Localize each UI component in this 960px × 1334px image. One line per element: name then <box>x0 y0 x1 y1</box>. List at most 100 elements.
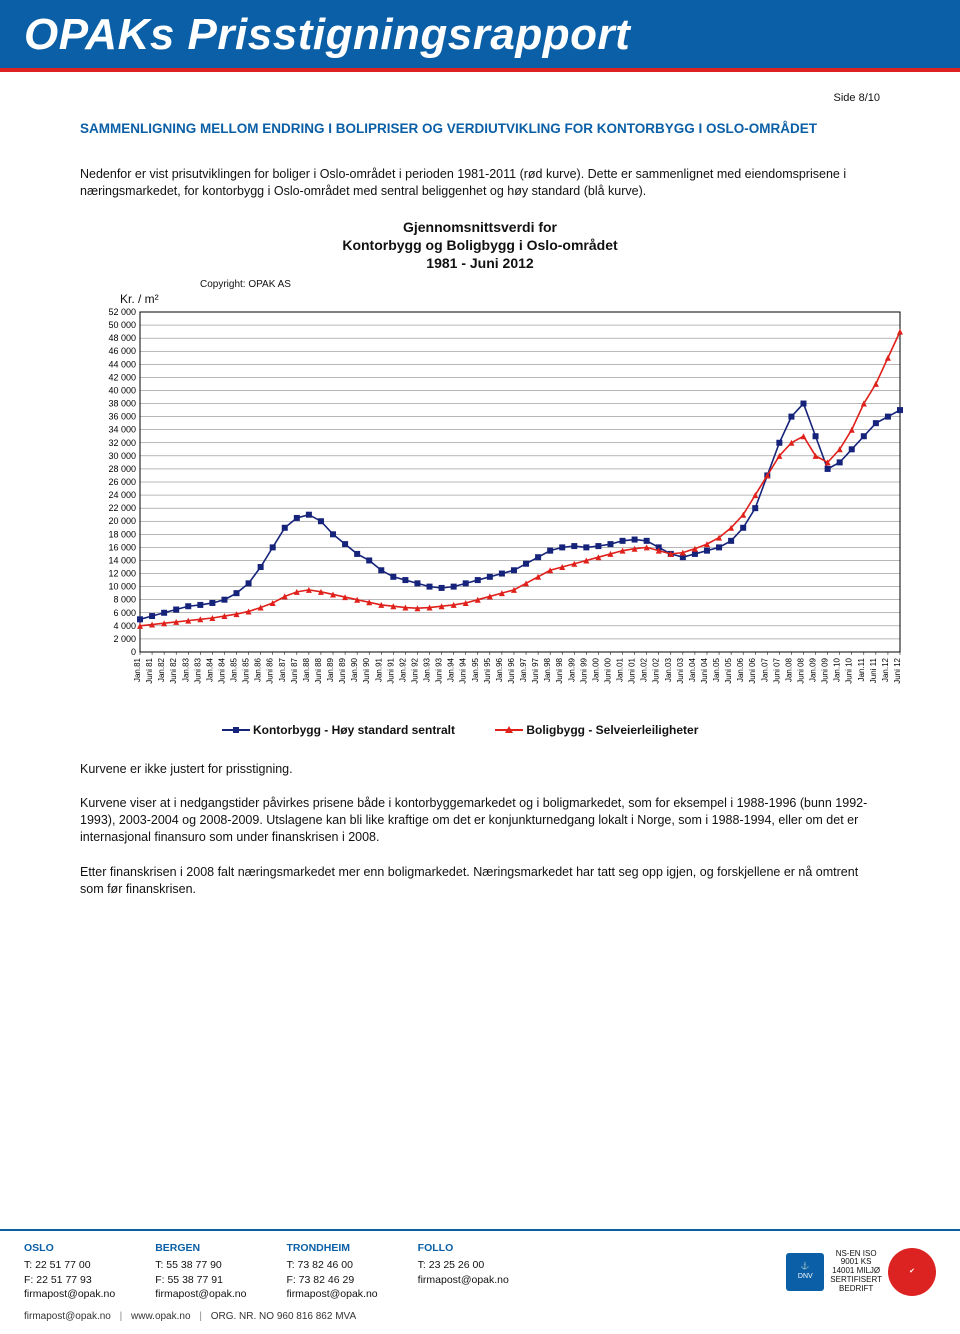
svg-text:Jan.95: Jan.95 <box>471 657 480 682</box>
svg-text:40 000: 40 000 <box>108 385 136 395</box>
svg-text:Jan.06: Jan.06 <box>736 657 745 682</box>
office-email: firmapost@opak.no <box>286 1287 377 1302</box>
svg-text:46 000: 46 000 <box>108 346 136 356</box>
svg-text:8 000: 8 000 <box>113 594 136 604</box>
svg-text:Jan.91: Jan.91 <box>374 657 383 682</box>
svg-text:Jan.09: Jan.09 <box>809 657 818 682</box>
office-tel: T: 55 38 77 90 <box>155 1258 246 1273</box>
svg-text:Juni 93: Juni 93 <box>435 657 444 683</box>
footer-bottom-line: firmapost@opak.no | www.opak.no | ORG. N… <box>24 1310 936 1324</box>
svg-text:Jan.08: Jan.08 <box>784 657 793 682</box>
svg-text:36 000: 36 000 <box>108 411 136 421</box>
svg-text:4 000: 4 000 <box>113 620 136 630</box>
cert-text: NS-EN ISO9001 KS14001 MILJØSERTIFISERTBE… <box>830 1250 882 1294</box>
office-tel: T: 73 82 46 00 <box>286 1258 377 1273</box>
svg-text:Jan.04: Jan.04 <box>688 657 697 682</box>
svg-text:34 000: 34 000 <box>108 424 136 434</box>
footer-certifications: ⚓DNV NS-EN ISO9001 KS14001 MILJØSERTIFIS… <box>786 1241 936 1302</box>
svg-text:12 000: 12 000 <box>108 568 136 578</box>
svg-text:Jan.88: Jan.88 <box>302 657 311 682</box>
chart-title-line-3: 1981 - Juni 2012 <box>426 255 533 271</box>
legend-label: Boligbygg - Selveierleiligheter <box>526 723 698 737</box>
office-city: OSLO <box>24 1241 115 1256</box>
svg-text:Juni 07: Juni 07 <box>772 657 781 683</box>
office-fax: F: 22 51 77 93 <box>24 1273 115 1288</box>
svg-text:Juni 00: Juni 00 <box>603 657 612 683</box>
separator-icon: | <box>120 1311 123 1322</box>
svg-text:22 000: 22 000 <box>108 503 136 513</box>
office-email: firmapost@opak.no <box>418 1273 509 1288</box>
report-banner: OPAKs Prisstigningsrapport <box>0 0 960 72</box>
chart-legend: Kontorbygg - Høy standard sentralt Bolig… <box>80 723 880 737</box>
svg-text:26 000: 26 000 <box>108 477 136 487</box>
paragraph-2: Kurvene er ikke justert for prisstigning… <box>80 761 880 778</box>
svg-text:Jan.97: Jan.97 <box>519 657 528 682</box>
svg-text:Juni 99: Juni 99 <box>579 657 588 683</box>
office-city: BERGEN <box>155 1241 246 1256</box>
svg-text:Juni 11: Juni 11 <box>869 657 878 683</box>
legend-item: Boligbygg - Selveierleiligheter <box>495 723 698 737</box>
page-root: OPAKs Prisstigningsrapport Side 8/10 SAM… <box>0 0 960 1334</box>
svg-text:Jan.00: Jan.00 <box>591 657 600 682</box>
footer-org: ORG. NR. NO 960 816 862 MVA <box>211 1311 356 1322</box>
svg-text:Jan.89: Jan.89 <box>326 657 335 682</box>
svg-text:30 000: 30 000 <box>108 450 136 460</box>
svg-text:2 000: 2 000 <box>113 633 136 643</box>
footer-email: firmapost@opak.no <box>24 1311 111 1322</box>
svg-text:Jan.92: Jan.92 <box>398 657 407 682</box>
svg-text:Jan.99: Jan.99 <box>567 657 576 682</box>
svg-text:42 000: 42 000 <box>108 372 136 382</box>
anchor-dnv-badge: ⚓DNV <box>786 1253 824 1291</box>
svg-text:Juni 08: Juni 08 <box>796 657 805 683</box>
svg-text:24 000: 24 000 <box>108 490 136 500</box>
legend-item: Kontorbygg - Høy standard sentralt <box>222 723 455 737</box>
line-chart: 02 0004 0006 0008 00010 00012 00014 0001… <box>80 306 910 712</box>
paragraph-3: Kurvene viser at i nedgangstider påvirke… <box>80 795 880 846</box>
section-title: SAMMENLIGNING MELLOM ENDRING I BOLIPRISE… <box>80 120 880 138</box>
svg-text:Jan.07: Jan.07 <box>760 657 769 682</box>
svg-text:Juni 01: Juni 01 <box>628 657 637 683</box>
svg-text:Jan.94: Jan.94 <box>447 657 456 682</box>
banner-title: OPAKs Prisstigningsrapport <box>24 10 936 60</box>
paragraph-1: Nedenfor er vist prisutviklingen for bol… <box>80 166 880 200</box>
svg-text:Jan.85: Jan.85 <box>230 657 239 682</box>
svg-text:Juni 09: Juni 09 <box>821 657 830 683</box>
office-city: FOLLO <box>418 1241 509 1256</box>
chart-container: Gjennomsnittsverdi for Kontorbygg og Bol… <box>80 218 880 737</box>
office-city: TRONDHEIM <box>286 1241 377 1256</box>
svg-text:Juni 05: Juni 05 <box>724 657 733 683</box>
footer-web: www.opak.no <box>131 1311 190 1322</box>
page-footer: OSLOT: 22 51 77 00F: 22 51 77 93firmapos… <box>0 1229 960 1334</box>
svg-text:Juni 81: Juni 81 <box>145 657 154 683</box>
footer-office: OSLOT: 22 51 77 00F: 22 51 77 93firmapos… <box>24 1241 115 1302</box>
chart-title-line-2: Kontorbygg og Boligbygg i Oslo-området <box>342 237 617 253</box>
svg-text:Juni 90: Juni 90 <box>362 657 371 683</box>
chart-title: Gjennomsnittsverdi for Kontorbygg og Bol… <box>80 218 880 273</box>
svg-text:Juni 86: Juni 86 <box>266 657 275 683</box>
svg-text:Juni 84: Juni 84 <box>217 657 226 683</box>
svg-text:Juni 06: Juni 06 <box>748 657 757 683</box>
svg-text:0: 0 <box>131 647 136 657</box>
svg-text:Juni 87: Juni 87 <box>290 657 299 683</box>
svg-text:Jan.98: Jan.98 <box>543 657 552 682</box>
svg-text:52 000: 52 000 <box>108 307 136 317</box>
svg-text:Jan.11: Jan.11 <box>857 657 866 681</box>
svg-text:48 000: 48 000 <box>108 333 136 343</box>
svg-text:Juni 83: Juni 83 <box>193 657 202 683</box>
svg-text:38 000: 38 000 <box>108 398 136 408</box>
footer-office: FOLLOT: 23 25 26 00firmapost@opak.no <box>418 1241 509 1302</box>
chart-y-axis-label: Kr. / m² <box>120 292 880 306</box>
svg-text:Juni 97: Juni 97 <box>531 657 540 683</box>
svg-text:Juni 03: Juni 03 <box>676 657 685 683</box>
svg-text:Juni 91: Juni 91 <box>386 657 395 683</box>
svg-text:50 000: 50 000 <box>108 320 136 330</box>
svg-text:18 000: 18 000 <box>108 529 136 539</box>
svg-text:Juni 94: Juni 94 <box>459 657 468 683</box>
svg-text:Juni 88: Juni 88 <box>314 657 323 683</box>
footer-office: BERGENT: 55 38 77 90F: 55 38 77 91firmap… <box>155 1241 246 1302</box>
svg-text:Jan.84: Jan.84 <box>205 657 214 682</box>
office-email: firmapost@opak.no <box>24 1287 115 1302</box>
svg-text:44 000: 44 000 <box>108 359 136 369</box>
svg-text:Juni 02: Juni 02 <box>652 657 661 683</box>
separator-icon: | <box>199 1311 202 1322</box>
